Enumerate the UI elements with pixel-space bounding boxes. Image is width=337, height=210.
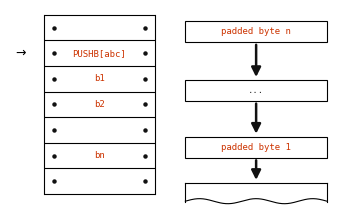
Text: b2: b2: [94, 100, 105, 109]
Text: b1: b1: [94, 74, 105, 83]
Text: bn: bn: [94, 151, 105, 160]
Text: padded byte n: padded byte n: [221, 27, 291, 36]
Text: →: →: [15, 47, 26, 60]
Bar: [185, 80, 327, 101]
Text: PUSHB[abc]: PUSHB[abc]: [72, 49, 126, 58]
Bar: [185, 21, 327, 42]
Text: ...: ...: [248, 86, 264, 95]
Bar: [185, 136, 327, 158]
Text: padded byte 1: padded byte 1: [221, 143, 291, 151]
